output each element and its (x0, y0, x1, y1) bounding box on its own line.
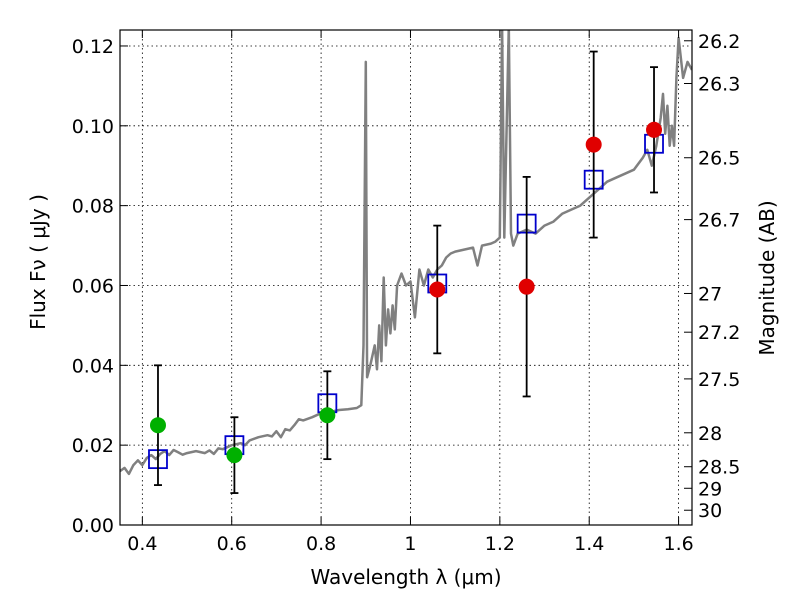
magnitude-tick-label: 29 (698, 478, 722, 500)
photometry-point (429, 281, 446, 298)
magnitude-tick-label: 28 (698, 423, 722, 445)
grid-layer (120, 30, 692, 526)
y-tick-label: 0.04 (72, 355, 114, 377)
y-tick-label: 0.00 (72, 515, 114, 537)
x-tick-label: 1 (404, 533, 416, 555)
photometry-point (226, 447, 243, 464)
x-tick-label: 1.2 (485, 533, 515, 555)
magnitude-axis-label: Magnitude (AB) (755, 200, 779, 355)
x-tick-label: 0.4 (127, 533, 157, 555)
magnitude-tick-label: 26.7 (698, 210, 740, 232)
axis-labels: Wavelength λ (μm) Flux Fν ( μJy ) Magnit… (26, 194, 779, 589)
y-tick-label: 0.10 (72, 116, 114, 138)
photometry-point (585, 136, 602, 153)
y-tick-label: 0.12 (72, 36, 114, 58)
x-tick-label: 0.6 (217, 533, 247, 555)
model-spectrum-line (120, 30, 692, 476)
photometry-point (319, 407, 336, 424)
magnitude-tick-label: 27 (698, 283, 722, 305)
plot-frame (119, 29, 693, 526)
magnitude-tick-label: 27.2 (698, 322, 740, 344)
x-tick-label: 1.4 (574, 533, 604, 555)
magnitude-tick-label: 26.3 (698, 73, 740, 95)
magnitude-tick-label: 30 (698, 500, 722, 522)
tick-layer: 0.4 0.6 0.8 1 1.2 1.4 1.6 0.00 0.02 0.04 0.06 0.08 0… (72, 30, 740, 555)
magnitude-tick-label: 28.5 (698, 457, 740, 479)
data-layer (120, 30, 692, 494)
photometry-point (518, 278, 535, 295)
photometry-point (149, 417, 166, 434)
y-tick-label: 0.08 (72, 196, 114, 218)
x-tick-label: 1.6 (663, 533, 693, 555)
y-tick-label: 0.06 (72, 275, 114, 297)
magnitude-tick-label: 26.5 (698, 148, 740, 170)
y-axis-label: Flux Fν ( μJy ) (26, 194, 50, 330)
photometry-point (646, 121, 663, 138)
x-tick-label: 0.8 (306, 533, 336, 555)
y-tick-label: 0.02 (72, 435, 114, 457)
x-axis-label: Wavelength λ (μm) (310, 565, 501, 589)
magnitude-tick-label: 26.2 (698, 31, 740, 53)
magnitude-tick-label: 27.5 (698, 369, 740, 391)
